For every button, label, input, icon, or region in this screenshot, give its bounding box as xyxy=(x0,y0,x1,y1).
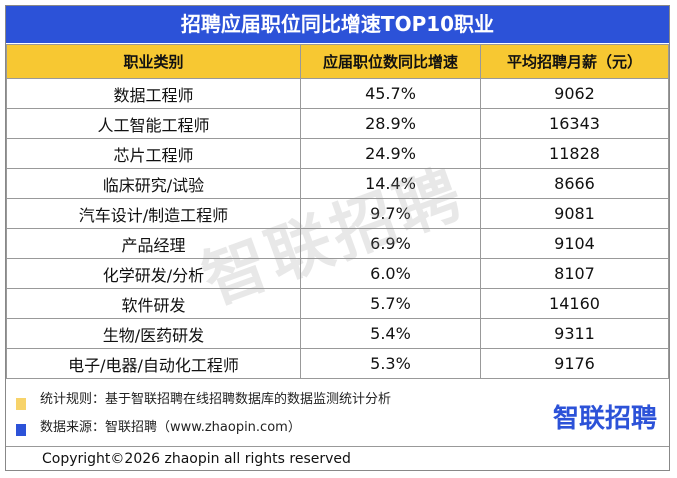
cell: 8666 xyxy=(480,168,669,199)
cell: 人工智能工程师 xyxy=(6,108,301,139)
table-row: 产品经理 6.9% 9104 xyxy=(6,228,669,259)
cell: 9062 xyxy=(480,78,669,109)
cell: 9104 xyxy=(480,228,669,259)
cell: 5.7% xyxy=(299,288,482,319)
cell: 电子/电器/自动化工程师 xyxy=(6,348,301,379)
blue-square xyxy=(16,424,26,436)
table-body: 数据工程师 45.7% 9062 人工智能工程师 28.9% 16343 芯片工程师 24.9… xyxy=(6,78,669,379)
cell: 生物/医药研发 xyxy=(6,318,301,349)
cell: 16343 xyxy=(480,108,669,139)
cell: 9.7% xyxy=(299,198,482,229)
cell: 5.3% xyxy=(299,348,482,379)
note: 数据来源：智联招聘（www.zhaopin.com） xyxy=(40,420,301,435)
table-row: 化学研发/分析 6.0% 8107 xyxy=(6,258,669,289)
cell: 芯片工程师 xyxy=(6,138,301,169)
cell: 5.4% xyxy=(299,318,482,349)
cell: 化学研发/分析 xyxy=(6,258,301,289)
header-row: 职业类别 应届职位数同比增速 平均招聘月薪（元） xyxy=(6,44,669,79)
cell: 9081 xyxy=(480,198,669,229)
logo: 智联招聘 xyxy=(552,404,657,434)
cell: 14.4% xyxy=(299,168,482,199)
table-row: 汽车设计/制造工程师 9.7% 9081 xyxy=(6,198,669,229)
cell: 6.0% xyxy=(299,258,482,289)
table-row: 芯片工程师 24.9% 11828 xyxy=(6,138,669,169)
cell: 9176 xyxy=(480,348,669,379)
cell: 45.7% xyxy=(299,78,482,109)
table-row: 数据工程师 45.7% 9062 xyxy=(6,78,669,109)
table-row: 人工智能工程师 28.9% 16343 xyxy=(6,108,669,139)
table-row: 临床研究/试验 14.4% 8666 xyxy=(6,168,669,199)
cell: 产品经理 xyxy=(6,228,301,259)
cell: 临床研究/试验 xyxy=(6,168,301,199)
cell: 8107 xyxy=(480,258,669,289)
cell: 28.9% xyxy=(299,108,482,139)
cell: 数据工程师 xyxy=(6,78,301,109)
copyright: Copyright©2026 zhaopin all rights reserv… xyxy=(6,446,669,471)
table-row: 生物/医药研发 5.4% 9311 xyxy=(6,318,669,349)
table-row: 软件研发 5.7% 14160 xyxy=(6,288,669,319)
cell: 24.9% xyxy=(299,138,482,169)
cell: 14160 xyxy=(480,288,669,319)
cell: 11828 xyxy=(480,138,669,169)
cell: 9311 xyxy=(480,318,669,349)
frame: 招聘应届职位同比增速TOP10职业 职业类别 应届职位数同比增速 平均招聘月薪（元）… xyxy=(5,5,670,471)
cell: 6.9% xyxy=(299,228,482,259)
header-cell: 平均招聘月薪（元） xyxy=(480,44,669,79)
title: 招聘应届职位同比增速TOP10职业 xyxy=(6,6,669,43)
header-cell: 职业类别 xyxy=(6,44,301,79)
note: 统计规则：基于智联招聘在线招聘数据库的数据监测统计分析 xyxy=(40,392,392,407)
header-cell: 应届职位数同比增速 xyxy=(299,44,482,79)
cell: 软件研发 xyxy=(6,288,301,319)
cell: 汽车设计/制造工程师 xyxy=(6,198,301,229)
table-row: 电子/电器/自动化工程师 5.3% 9176 xyxy=(6,348,669,379)
table: 职业类别 应届职位数同比增速 平均招聘月薪（元） 数据工程师 45.7% 9062 人工智能… xyxy=(6,44,669,379)
yellow-square xyxy=(16,398,26,410)
